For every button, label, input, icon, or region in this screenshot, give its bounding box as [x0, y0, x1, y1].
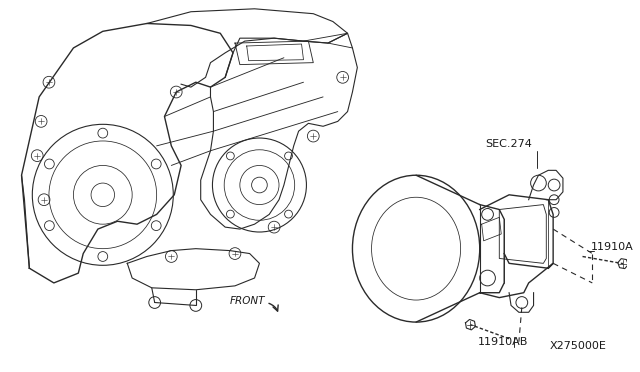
Text: X275000E: X275000E — [550, 341, 607, 352]
Text: FRONT: FRONT — [230, 295, 266, 305]
Text: 11910AB: 11910AB — [478, 337, 529, 347]
Text: 11910A: 11910A — [591, 242, 634, 252]
Text: SEC.274: SEC.274 — [486, 139, 532, 149]
